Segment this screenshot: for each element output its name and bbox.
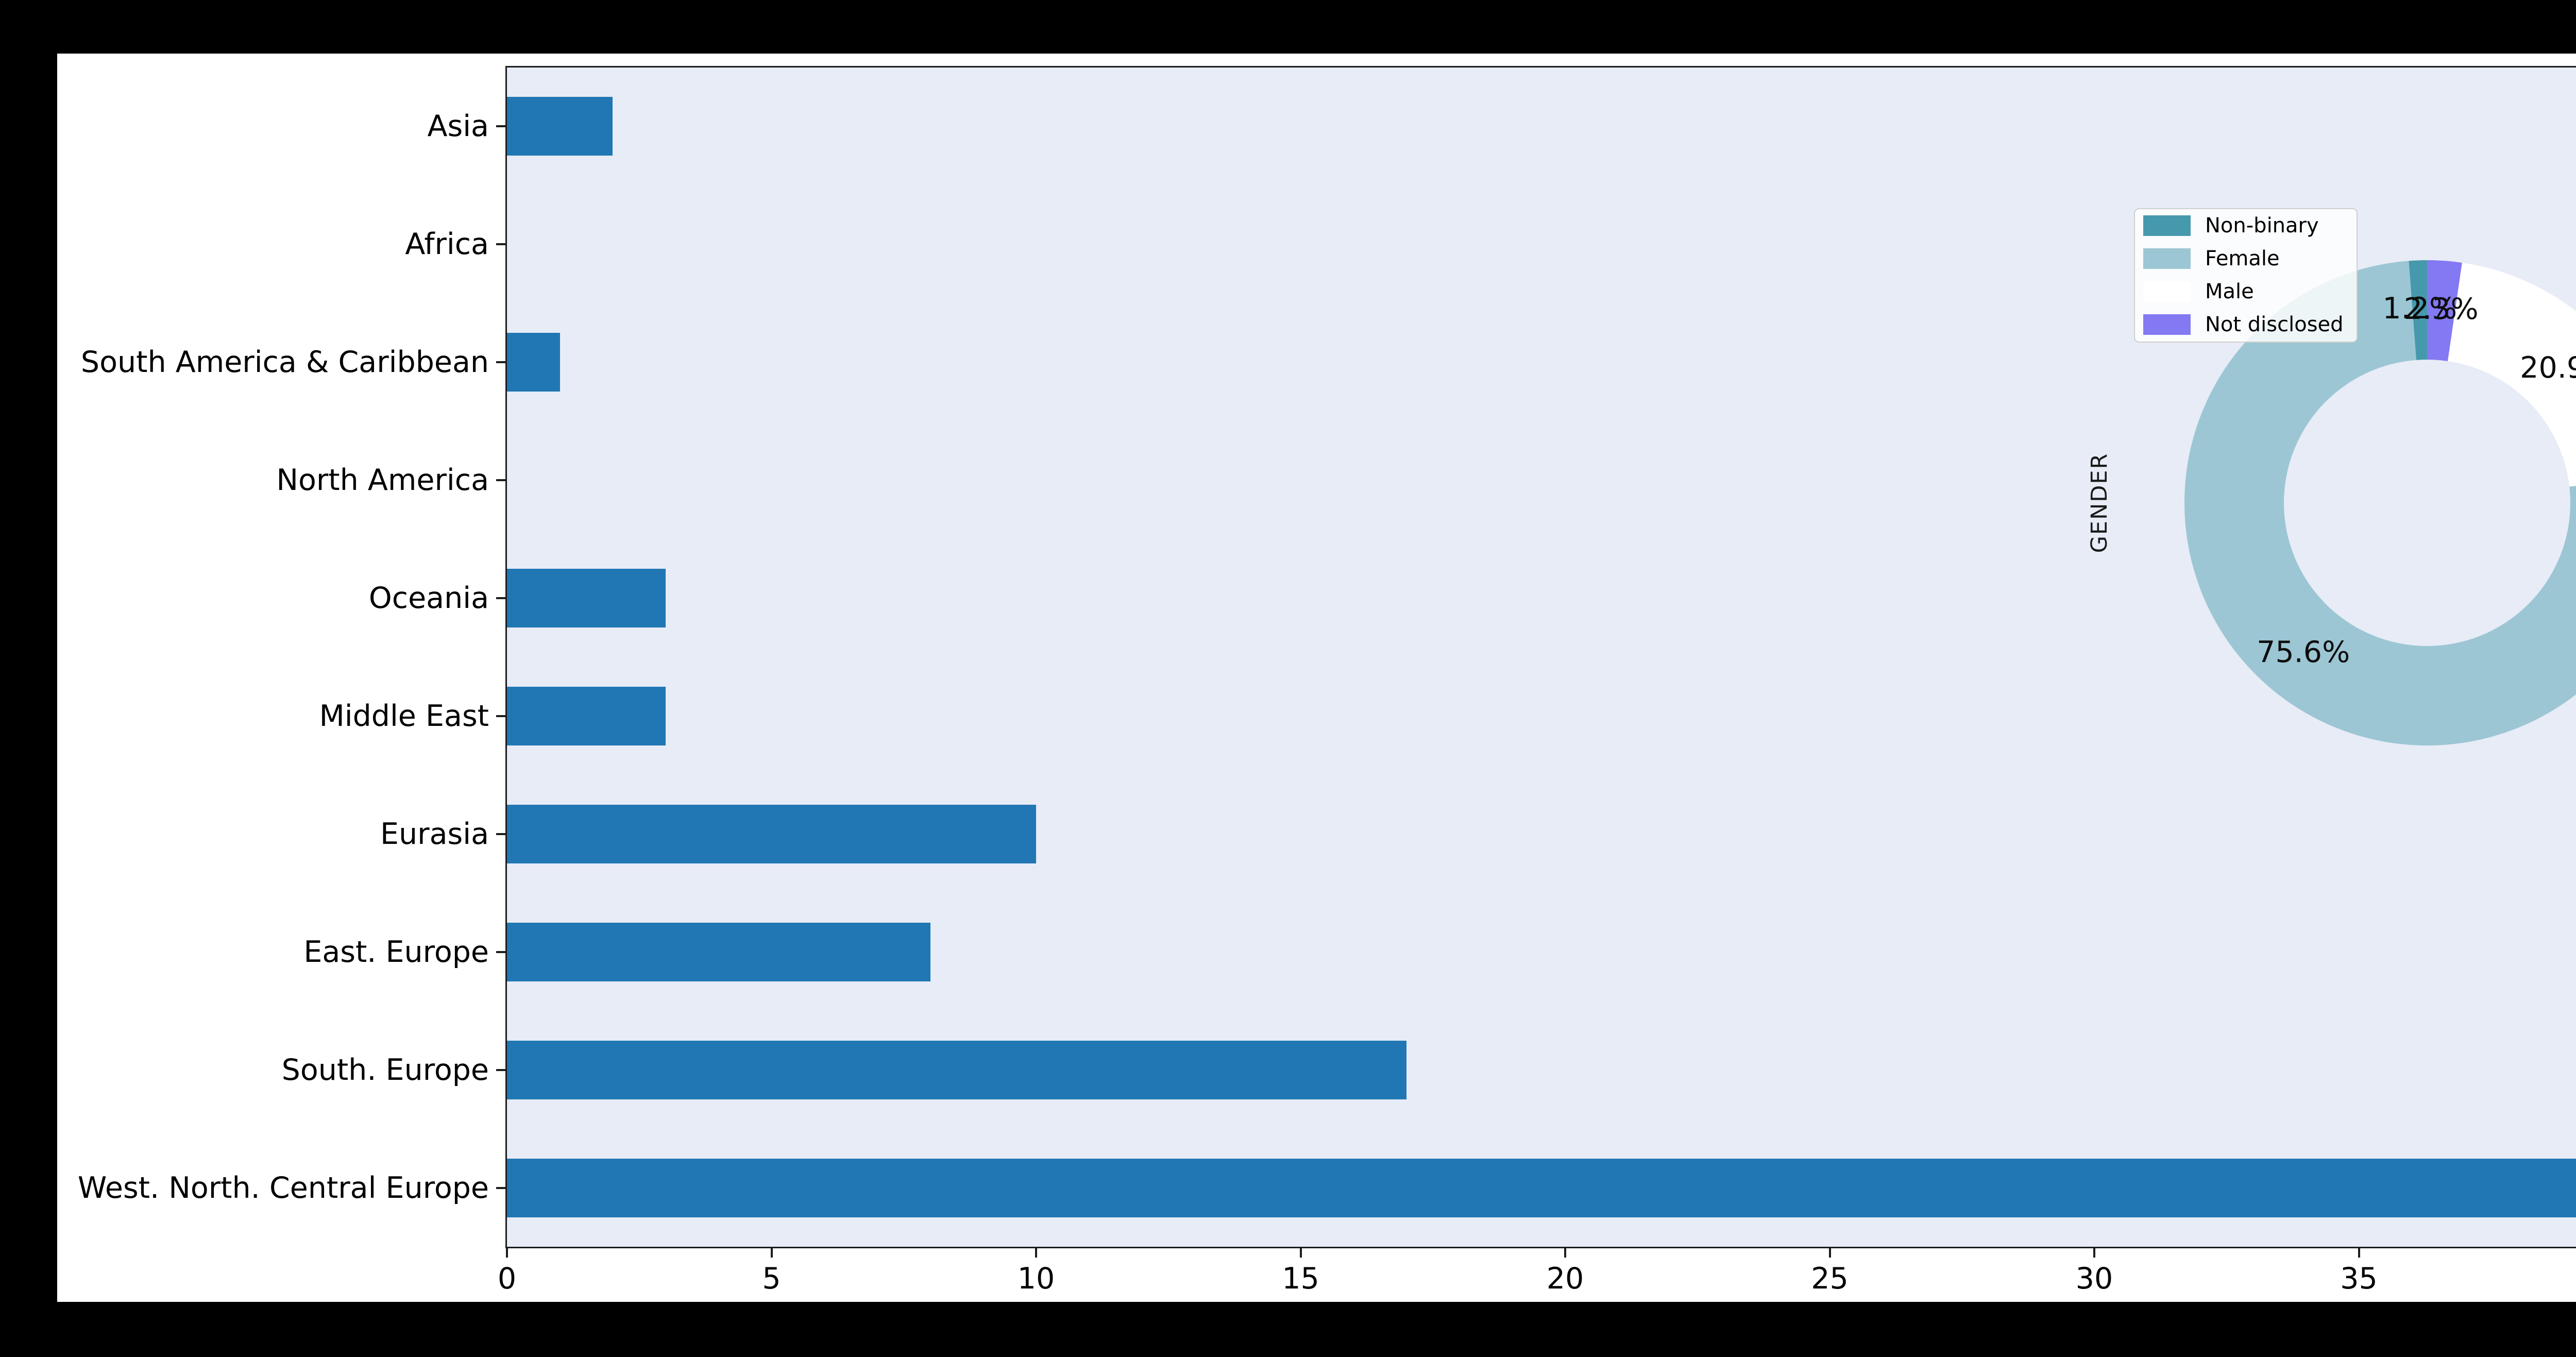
x-tick-label: 15 <box>1282 1262 1319 1296</box>
x-tick-label: 30 <box>2075 1262 2113 1296</box>
x-tick-mark <box>506 1248 508 1258</box>
donut-percent-label: 20.9% <box>2520 350 2576 385</box>
legend-swatch <box>2143 215 2191 236</box>
donut-hole <box>2284 360 2570 646</box>
y-tick-mark <box>496 1186 505 1189</box>
gender-legend: Non-binary Female Male Not disclosed <box>2134 208 2358 343</box>
legend-item: Female <box>2135 242 2357 275</box>
category-label: North America <box>276 463 489 498</box>
x-tick-label: 25 <box>1811 1262 1849 1296</box>
figure-canvas: 1.2% 75.6% 20.9% 2.3% GENDER Non-binary Fema… <box>57 54 2576 1302</box>
x-tick-label: 10 <box>1017 1262 1055 1296</box>
legend-item: Not disclosed <box>2135 308 2357 341</box>
donut-percent-label: 1.2% <box>2382 292 2458 326</box>
bar <box>507 804 1036 863</box>
y-tick-mark <box>496 951 505 953</box>
donut-percent-label: 2.3% <box>2403 292 2479 326</box>
legend-swatch <box>2143 248 2191 269</box>
bar <box>507 97 613 156</box>
legend-item: Male <box>2135 275 2357 308</box>
y-tick-mark <box>496 1068 505 1071</box>
donut-percent-label: 75.6% <box>2257 635 2350 670</box>
legend-item: Non-binary <box>2135 209 2357 242</box>
y-tick-mark <box>496 243 505 246</box>
x-tick-mark <box>1035 1248 1037 1258</box>
legend-item-label: Male <box>2205 280 2254 303</box>
x-tick-mark <box>1299 1248 1302 1258</box>
category-label: Eurasia <box>380 817 489 851</box>
bar <box>507 1158 2576 1217</box>
y-tick-mark <box>496 833 505 835</box>
category-label: Africa <box>405 227 489 262</box>
x-tick-mark <box>1564 1248 1566 1258</box>
bar <box>507 333 560 392</box>
legend-swatch <box>2143 314 2191 335</box>
bar <box>507 686 666 745</box>
y-tick-mark <box>496 479 505 482</box>
bar <box>507 1040 1406 1099</box>
y-tick-mark <box>496 597 505 600</box>
legend-item-label: Non-binary <box>2205 214 2319 238</box>
category-label: Middle East <box>319 699 489 733</box>
x-tick-label: 0 <box>497 1262 517 1296</box>
x-tick-mark <box>1828 1248 1831 1258</box>
category-label: South. Europe <box>281 1053 489 1087</box>
x-tick-mark <box>2093 1248 2095 1258</box>
bar-chart-plot-area: 1.2% 75.6% 20.9% 2.3% GENDER Non-binary Fema… <box>505 66 2576 1248</box>
legend-swatch <box>2143 281 2191 302</box>
category-label: East. Europe <box>303 935 489 969</box>
legend-item-label: Female <box>2205 247 2280 270</box>
y-tick-mark <box>496 715 505 717</box>
x-tick-label: 35 <box>2340 1262 2378 1296</box>
x-tick-label: 20 <box>1546 1262 1584 1296</box>
x-tick-mark <box>2358 1248 2360 1258</box>
bar <box>507 569 666 628</box>
legend-item-label: Not disclosed <box>2205 313 2344 336</box>
category-label: Oceania <box>368 581 489 616</box>
y-tick-mark <box>496 125 505 128</box>
donut-axis-title: GENDER <box>2087 452 2112 553</box>
x-tick-label: 5 <box>762 1262 781 1296</box>
category-label: West. North. Central Europe <box>77 1171 489 1205</box>
bar <box>507 922 930 981</box>
y-tick-mark <box>496 361 505 364</box>
x-tick-mark <box>770 1248 773 1258</box>
category-label: Asia <box>427 109 489 144</box>
category-label: South America & Caribbean <box>80 345 489 380</box>
